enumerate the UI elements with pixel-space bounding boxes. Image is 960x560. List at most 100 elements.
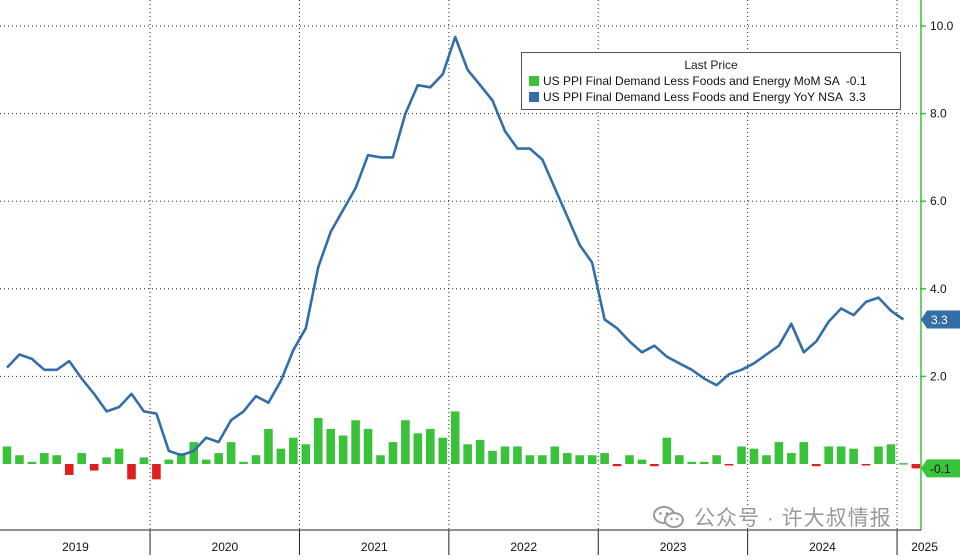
watermark: 公众号 · 许大叔情报 [652,503,892,531]
mom-bar [413,433,423,464]
mom-bar [127,464,136,480]
x-tick-label: 2024 [809,540,836,554]
mom-bar [226,442,236,464]
mom-bar [625,455,634,464]
mom-bar [749,448,759,464]
mom-bar [637,459,647,464]
mom-bar [438,437,448,464]
mom-bar [811,464,821,467]
mom-bar [2,446,12,464]
legend-swatch-yoy [529,92,539,102]
mom-bar [214,453,223,464]
mom-bar [89,464,99,471]
wechat-icon [653,506,684,528]
mom-bar [139,457,149,464]
mom-bar [762,455,771,464]
mom-bar [276,448,286,464]
yoy-line [6,35,905,457]
mom-bar [662,437,672,464]
mom-bar [538,455,547,464]
mom-bar [326,428,335,464]
mom-bar [787,453,796,464]
mom-bar [824,446,833,464]
mom-bar [401,420,410,464]
mom-bar [675,455,684,464]
mom-bar [264,428,273,464]
legend-item-mom: US PPI Final Demand Less Foods and Energ… [529,74,867,88]
legend-value-mom: -0.1 [845,74,867,88]
yoy-last-value-label: 3.3 [931,313,948,327]
x-tick-label: 2020 [212,540,239,554]
legend-item-yoy: US PPI Final Demand Less Foods and Energ… [529,90,866,104]
mom-bar [388,442,398,464]
mom-bar [650,464,659,467]
mom-bar [687,461,697,464]
mom-bar [475,439,485,464]
mom-bar [587,455,597,464]
mom-bar [712,455,721,464]
mom-bar [488,450,497,464]
mom-bar [177,453,186,464]
legend-label-mom: US PPI Final Demand Less Foods and Energ… [543,74,840,88]
mom-bar [201,459,211,464]
mom-bar [40,453,49,464]
mom-bar [836,446,846,464]
yoy-last-value-tag [921,310,960,329]
legend: Last Price US PPI Final Demand Less Food… [521,52,901,110]
mom-bar [612,464,622,467]
mom-bar [251,455,261,464]
mom-bar [463,444,472,464]
mom-bar [550,446,560,464]
mom-bar [64,464,74,475]
mom-bar [27,461,37,464]
mom-bar [338,435,348,464]
mom-bar [239,461,248,464]
mom-bar [426,428,435,464]
x-tick-label: 2025 [911,540,938,554]
mom-bar [313,418,323,464]
mom-bar [363,428,373,464]
mom-bar [102,457,111,464]
mom-bar [911,464,921,469]
legend-swatch-mom [529,76,539,86]
mom-bar [799,442,809,464]
x-tick-label: 2023 [660,540,687,554]
legend-value-yoy: 3.3 [848,90,866,104]
mom-bar [724,464,734,466]
mom-bar [737,446,746,464]
mom-last-value-label: -0.1 [930,462,951,476]
mom-bar [562,453,572,464]
mom-bar [77,453,86,464]
y-tick-label: 4.0 [930,282,947,296]
mom-bar [52,455,62,464]
mom-bar [289,437,298,464]
y-tick-label: 10.0 [930,19,954,33]
x-tick-label: 2022 [510,540,537,554]
mom-bar [575,455,584,464]
mom-bar [301,444,311,464]
mom-bar [874,446,883,464]
mom-bar [351,420,360,464]
mom-bar [525,455,535,464]
mom-bar [164,459,174,464]
mom-bar [600,453,609,464]
mom-last-value-tag [921,459,960,478]
mom-bar [152,464,161,480]
mom-bar [899,463,908,465]
mom-bar [861,464,871,466]
mom-bar [500,446,510,464]
watermark-text: 公众号 · 许大叔情报 [694,507,892,530]
mom-bar [114,448,124,464]
y-tick-label: 6.0 [930,194,947,208]
legend-title: Last Price [684,58,738,72]
mom-bar [886,444,896,464]
mom-bar [189,442,199,464]
mom-bar [774,442,784,464]
mom-bar [450,411,460,464]
mom-bar [699,461,709,464]
y-tick-label: 2.0 [930,369,947,383]
x-tick-label: 2021 [361,540,388,554]
mom-bar [513,446,522,464]
